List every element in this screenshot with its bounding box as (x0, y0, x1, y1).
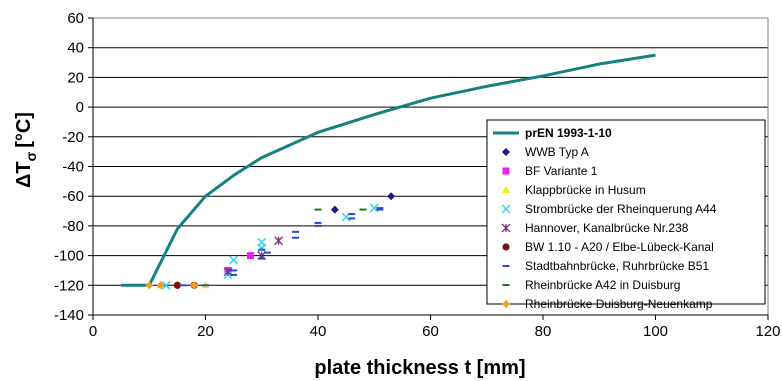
x-tick-label: 80 (535, 323, 552, 340)
x-tick-label: 40 (310, 323, 327, 340)
series-0 (121, 53, 656, 287)
data-point (156, 281, 165, 290)
legend-marker (502, 243, 510, 251)
legend-marker (502, 148, 510, 156)
y-axis-title-main: ΔT (13, 161, 35, 188)
data-point (274, 236, 284, 246)
y-tick-label: -80 (62, 218, 84, 235)
legend-label: Rheinbrücke A42 in Duisburg (525, 278, 680, 292)
data-point (229, 255, 239, 265)
x-tick-label: 20 (197, 323, 214, 340)
x-tick-label: 100 (643, 323, 668, 340)
legend-label: BF Variante 1 (525, 164, 598, 178)
legend-label: Rheinbrücke Duisburg-Neuenkamp (525, 297, 713, 311)
data-point (247, 252, 254, 260)
data-point (145, 281, 154, 290)
axes: -140 -120 -100 -80 -60 -40 -20 0 20 40 60 0 20 40 60 80… (54, 10, 781, 340)
y-axis-title-unit: [°C] (13, 112, 35, 148)
legend-marker (502, 186, 510, 193)
legend-label: BW 1.10 - A20 / Elbe-Lübeck-Kanal (525, 240, 714, 254)
y-axis-title-subscript: σ (23, 151, 39, 161)
legend-label: Hannover, Kanalbrücke Nr.238 (525, 221, 689, 235)
legend-label: Klappbrücke in Husum (525, 183, 646, 197)
y-tick-label: -120 (54, 277, 84, 294)
series (121, 53, 656, 290)
y-tick-label: 20 (67, 69, 84, 86)
legend-label: WWB Typ A (525, 145, 589, 159)
data-point (369, 203, 379, 213)
y-tick-label: 60 (67, 10, 84, 27)
legend-marker (502, 300, 510, 308)
data-point (387, 192, 396, 201)
y-tick-label: -60 (62, 188, 84, 205)
legend-label: prEN 1993-1-10 (525, 126, 612, 140)
x-tick-label: 60 (422, 323, 439, 340)
legend-marker (502, 167, 510, 175)
data-point (173, 281, 181, 289)
legend-label: Strombrücke der Rheinquerung A44 (525, 202, 717, 216)
y-tick-label: 40 (67, 40, 84, 57)
x-tick-label: 120 (755, 323, 780, 340)
data-point (257, 243, 267, 253)
legend-marker (501, 223, 511, 233)
y-axis-title: ΔTσ [°C] (13, 112, 39, 188)
legend-label: Stadtbahnbrücke, Ruhrbrücke B51 (525, 259, 709, 273)
series-4 (161, 203, 379, 290)
series-1 (173, 192, 396, 290)
legend: prEN 1993-1-10 WWB Typ A BF Variante 1 Klap… (486, 119, 766, 311)
x-axis-title: plate thickness t [mm] (314, 357, 525, 379)
y-tick-label: -20 (62, 129, 84, 146)
y-tick-label: -100 (54, 248, 84, 265)
data-point (330, 205, 339, 214)
series-9 (145, 281, 199, 290)
data-point (161, 280, 171, 290)
data-point (190, 281, 199, 290)
y-tick-label: -140 (54, 307, 84, 324)
series-line (121, 53, 656, 287)
y-tick-label: -40 (62, 159, 84, 176)
y-tick-label: 0 (76, 99, 84, 116)
x-tick-label: 0 (89, 323, 97, 340)
legend-box (486, 119, 766, 305)
legend-marker (501, 204, 511, 214)
